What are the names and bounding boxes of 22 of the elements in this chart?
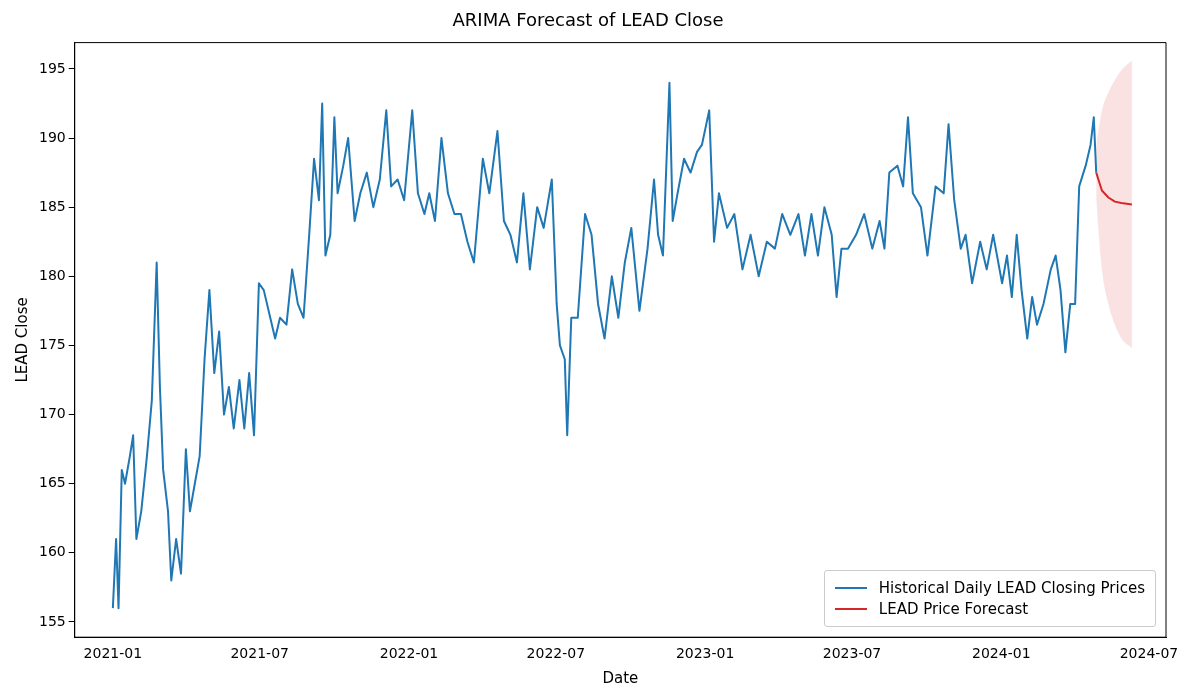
- legend-label: LEAD Price Forecast: [878, 600, 1029, 619]
- y-axis-title: LEAD Close: [12, 297, 31, 383]
- x-tick-label: 2022-01: [379, 645, 439, 662]
- x-tick-label: 2022-07: [526, 645, 586, 662]
- y-tick-label: 175: [38, 336, 66, 353]
- y-tick-label: 190: [38, 128, 66, 145]
- y-tick-label: 165: [38, 474, 66, 491]
- y-tick-label: 180: [38, 266, 66, 283]
- y-tick-label: 170: [38, 405, 66, 422]
- y-tick-label: 185: [38, 197, 66, 214]
- chart-title: ARIMA Forecast of LEAD Close: [452, 9, 724, 31]
- x-tick-label: 2021-01: [83, 645, 143, 662]
- x-tick-label: 2021-07: [230, 645, 289, 662]
- legend-label: Historical Daily LEAD Closing Prices: [878, 579, 1145, 598]
- x-tick-label: 2024-01: [972, 645, 1031, 662]
- x-tick-label: 2024-07: [1119, 645, 1179, 662]
- x-tick-label: 2023-01: [675, 645, 735, 662]
- x-tick-label: 2023-07: [822, 645, 882, 662]
- y-tick-label: 155: [38, 612, 66, 629]
- y-tick-label: 160: [38, 543, 66, 560]
- x-axis-title: Date: [602, 668, 639, 687]
- y-tick-label: 195: [38, 59, 66, 76]
